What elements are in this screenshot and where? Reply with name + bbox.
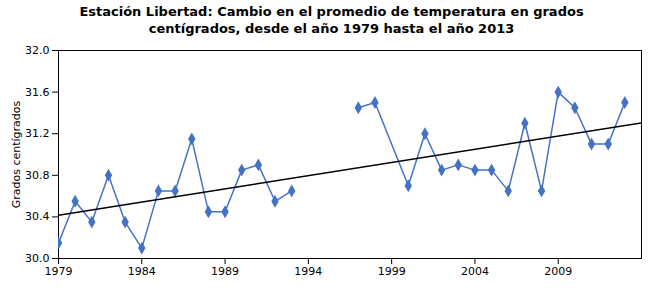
- svg-text:1984: 1984: [128, 265, 156, 278]
- svg-text:1989: 1989: [211, 265, 239, 278]
- html-text:Estación Libertad: Cambio en e: Estación Libertad: Cambio en el promedio…: [79, 4, 584, 36]
- svg-text:30.4: 30.4: [25, 210, 50, 223]
- svg-text:2009: 2009: [544, 265, 572, 278]
- svg-text:31.6: 31.6: [25, 85, 50, 98]
- svg-text:32.0: 32.0: [25, 44, 50, 57]
- svg-text:Grados centígrados: Grados centígrados: [10, 100, 23, 208]
- svg-text:2004: 2004: [461, 265, 489, 278]
- svg-text:1994: 1994: [294, 265, 322, 278]
- svg-text:30.0: 30.0: [25, 252, 50, 265]
- svg-text:1999: 1999: [378, 265, 406, 278]
- svg-text:31.2: 31.2: [25, 127, 50, 140]
- svg-text:30.8: 30.8: [25, 169, 50, 182]
- svg-text:1979: 1979: [45, 265, 73, 278]
